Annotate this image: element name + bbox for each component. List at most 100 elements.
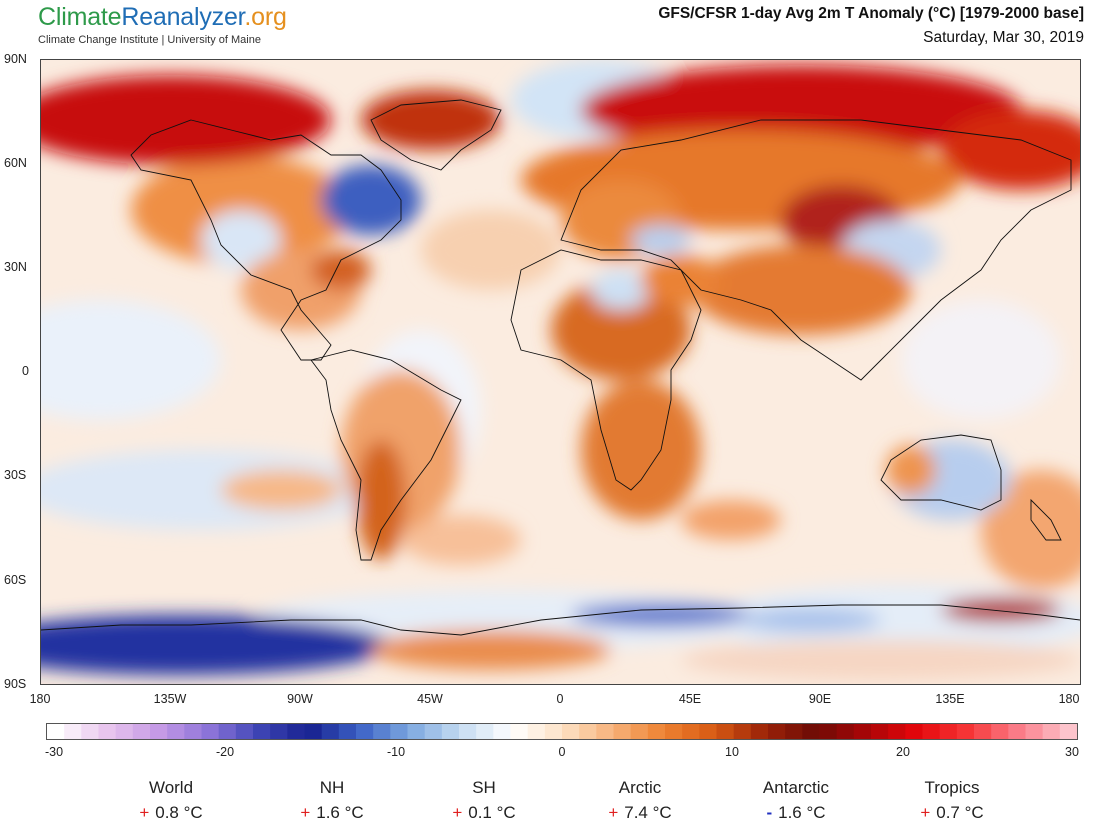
stat-name: Arctic <box>618 778 662 797</box>
colorbar-swatch <box>630 724 649 739</box>
colorbar-swatch <box>476 724 494 739</box>
colorbar-swatch <box>167 724 185 739</box>
stat-world: World +0.8 °C <box>101 778 241 823</box>
brand-logo[interactable]: ClimateReanalyzer.org <box>38 2 287 32</box>
colorbar-swatch <box>991 724 1009 739</box>
antarctica-outline <box>41 604 1080 636</box>
colorbar-swatch <box>579 724 597 739</box>
colorbar-swatch <box>836 724 855 739</box>
brand-subtitle: Climate Change Institute | University of… <box>38 34 261 46</box>
colorbar-swatch <box>819 724 838 739</box>
colorbar-swatch <box>424 724 443 739</box>
colorbar-tick-label: 20 <box>896 745 910 759</box>
stat-value: 1.6 °C <box>778 803 826 822</box>
stat-antarctic: Antarctic -1.6 °C <box>726 778 866 823</box>
colorbar-tick-label: -30 <box>44 745 64 759</box>
stat-sign: - <box>766 803 773 822</box>
colorbar-swatch <box>974 724 992 739</box>
colorbar-tick-label: -20 <box>215 745 235 759</box>
lat-label: 0 <box>22 364 29 378</box>
stat-value: 0.1 °C <box>468 803 516 822</box>
colorbar-swatch <box>802 724 821 739</box>
coastlines <box>41 99 1080 636</box>
colorbar-swatch <box>201 724 220 739</box>
brand: ClimateReanalyzer.org Climate Change Ins… <box>38 2 287 46</box>
stat-value-row: +0.1 °C <box>414 803 554 823</box>
colorbar-swatch <box>853 724 872 739</box>
africa-outline <box>510 249 702 491</box>
colorbar-swatch <box>888 724 906 739</box>
stat-value-row: +0.8 °C <box>101 803 241 823</box>
colorbar-swatch <box>562 724 580 739</box>
colorbar-swatch <box>338 724 357 739</box>
stat-value: 0.8 °C <box>155 803 203 822</box>
stat-value-row: +1.6 °C <box>262 803 402 823</box>
colorbar-swatch <box>596 724 615 739</box>
lon-label: 0 <box>556 692 564 706</box>
lat-label: 60S <box>4 573 27 587</box>
colorbar-swatch <box>373 724 391 739</box>
lat-label: 30N <box>4 260 27 274</box>
logo-part-climate: Climate <box>38 3 122 31</box>
lat-label: 30S <box>4 468 27 482</box>
colorbar-swatch <box>218 724 237 739</box>
stat-value: 1.6 °C <box>316 803 364 822</box>
colorbar-swatch <box>356 724 374 739</box>
colorbar-tick-label: 30 <box>1065 745 1079 759</box>
stat-value: 7.4 °C <box>624 803 672 822</box>
map-date: Saturday, Mar 30, 2019 <box>923 29 1084 46</box>
stat-value-row: +0.7 °C <box>882 803 1022 823</box>
colorbar-swatch <box>132 724 151 739</box>
colorbar-swatch <box>527 724 546 739</box>
map-svg <box>41 60 1080 684</box>
colorbar-swatch <box>184 724 203 739</box>
stat-sign: + <box>139 803 150 822</box>
stat-value: 0.7 °C <box>936 803 984 822</box>
colorbar-swatch <box>922 724 941 739</box>
eurasia-outline <box>560 119 1072 381</box>
colorbar-swatch <box>682 724 700 739</box>
logo-part-reanalyzer: Reanalyzer <box>121 3 245 31</box>
regional-stats: World +0.8 °C NH +1.6 °C SH +0.1 °C Arct… <box>0 778 1100 828</box>
stat-name: Tropics <box>924 778 980 797</box>
colorbar-swatch <box>699 724 718 739</box>
stat-tropics: Tropics +0.7 °C <box>882 778 1022 823</box>
stat-value-row: +7.4 °C <box>570 803 710 823</box>
colorbar-swatch <box>287 724 306 739</box>
colorbar-swatch <box>304 724 323 739</box>
lat-label: 90S <box>4 677 27 691</box>
colorbar-swatch <box>647 724 666 739</box>
colorbar-swatch <box>750 724 769 739</box>
colorbar-swatch <box>235 724 254 739</box>
stat-sign: + <box>452 803 463 822</box>
colorbar <box>46 723 1078 740</box>
colorbar-swatch <box>459 724 477 739</box>
australia-outline <box>880 434 1002 511</box>
stat-nh: NH +1.6 °C <box>262 778 402 823</box>
stat-sign: + <box>300 803 311 822</box>
map-title: GFS/CFSR 1-day Avg 2m T Anomaly (°C) [19… <box>658 5 1084 22</box>
colorbar-swatch <box>785 724 803 739</box>
colorbar-swatch <box>390 724 409 739</box>
stat-name: Antarctic <box>762 778 830 797</box>
lon-label: 45W <box>417 692 443 706</box>
colorbar-swatch <box>441 724 460 739</box>
colorbar-swatch <box>150 724 168 739</box>
colorbar-swatch <box>270 724 288 739</box>
stat-arctic: Arctic +7.4 °C <box>570 778 710 823</box>
colorbar-swatch <box>253 724 271 739</box>
colorbar-swatch <box>939 724 958 739</box>
colorbar-swatch <box>47 724 65 739</box>
greenland-outline <box>370 99 502 171</box>
colorbar-gradient <box>47 724 1077 739</box>
colorbar-swatch <box>665 724 683 739</box>
south-america-outline <box>310 349 462 561</box>
colorbar-swatch <box>115 724 134 739</box>
stat-name: SH <box>472 778 496 797</box>
lon-label: 135E <box>935 692 965 706</box>
stat-sign: + <box>608 803 619 822</box>
colorbar-swatch <box>871 724 889 739</box>
anomaly-map[interactable] <box>40 59 1081 685</box>
colorbar-swatch <box>1025 724 1044 739</box>
lat-label: 90N <box>4 52 27 66</box>
